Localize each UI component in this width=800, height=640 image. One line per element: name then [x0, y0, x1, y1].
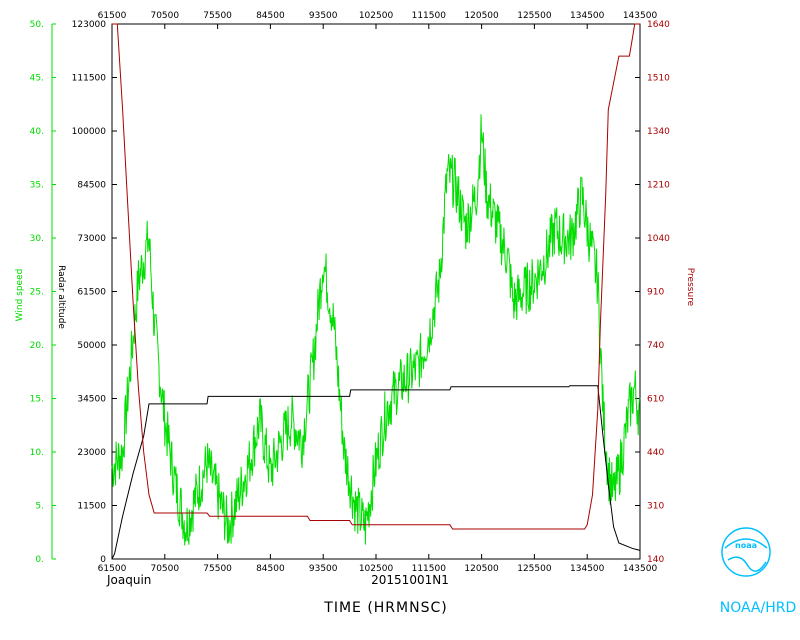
wind-tick-label: 30. [30, 234, 44, 244]
time-tick-label: 93500 [309, 11, 338, 21]
wind-tick-label: 15. [30, 395, 44, 405]
plot-area [111, 23, 641, 560]
time-tick-label: 70500 [150, 11, 179, 21]
pressure-tick-label: 440 [647, 448, 664, 458]
series-line-wind [111, 114, 641, 546]
noaa-logo-text: noaa [735, 541, 757, 550]
altitude-tick-label: 100000 [72, 127, 107, 137]
pressure-axis: 140 310 440 610 740 910 1040 1210 1340 1510 1640 [635, 20, 670, 565]
pressure-tick-label: 740 [647, 341, 664, 351]
pressure-tick-label: 310 [647, 502, 664, 512]
altitude-tick-label: 34500 [77, 395, 106, 405]
time-tick-label: 120500 [464, 564, 499, 574]
wind-tick-label: 10. [30, 448, 44, 458]
pressure-tick-label: 1340 [647, 127, 670, 137]
pressure-tick-label: 910 [647, 288, 664, 298]
wind-tick-label: 25. [30, 288, 44, 298]
altitude-tick-label: 84500 [77, 181, 106, 191]
time-tick-label: 84500 [256, 564, 285, 574]
time-tick-label: 134500 [570, 564, 605, 574]
wind-tick-label: 0. [35, 555, 44, 565]
pressure-tick-label: 1040 [647, 234, 670, 244]
time-tick-label: 143500 [623, 11, 658, 21]
wind-tick-label: 20. [30, 341, 44, 351]
time-tick-label: 125500 [517, 564, 552, 574]
time-axis-top: 61500 70500 75500 84500 93500 102500 111500 120… [98, 11, 658, 29]
time-tick-label: 75500 [203, 564, 232, 574]
altitude-axis: 0 11500 23000 34500 50000 61500 73000 84500 1000… [72, 20, 117, 565]
wind-tick-label: 35. [30, 181, 44, 191]
time-tick-label: 125500 [517, 11, 552, 21]
wind-tick-label: 40. [30, 127, 44, 137]
time-tick-label: 102500 [359, 564, 394, 574]
altitude-tick-label: 61500 [77, 288, 106, 298]
time-tick-label: 120500 [464, 11, 499, 21]
time-tick-label: 93500 [309, 564, 338, 574]
time-tick-label: 61500 [98, 11, 127, 21]
wind-tick-label: 5. [35, 502, 44, 512]
pressure-tick-label: 140 [647, 555, 664, 565]
storm-id: 20151001N1 [371, 573, 449, 587]
wind-speed-axis: 0. 5. 10. 15. 20. 25. 30. 35. 40. 45. 50. [30, 20, 56, 565]
pressure-tick-label: 1640 [647, 20, 670, 30]
time-axis-bottom: 61500 70500 75500 84500 93500 102500 111500 120… [98, 554, 658, 574]
wind-speed-axis-label: Wind speed [15, 269, 25, 322]
plot-frame [111, 23, 641, 560]
time-tick-label: 134500 [570, 11, 605, 21]
series-line-altitude [111, 385, 641, 560]
altitude-tick-label: 23000 [77, 448, 106, 458]
altitude-tick-label: 0 [100, 555, 106, 565]
altitude-tick-label: 50000 [77, 341, 106, 351]
time-tick-label: 75500 [203, 11, 232, 21]
pressure-tick-label: 1210 [647, 181, 670, 191]
time-tick-label: 111500 [412, 564, 447, 574]
altitude-axis-label: Radar altitude [56, 265, 66, 329]
series-line-pressure [112, 23, 640, 530]
x-axis-title: TIME (HRMNSC) [323, 600, 447, 616]
pressure-axis-label: Pressure [685, 268, 695, 307]
storm-name: Joaquin [106, 573, 151, 587]
altitude-tick-label: 123000 [72, 20, 107, 30]
altitude-tick-label: 73000 [77, 234, 106, 244]
time-tick-label: 61500 [98, 564, 127, 574]
noaa-logo: noaa [721, 527, 771, 577]
time-tick-label: 70500 [150, 564, 179, 574]
altitude-tick-label: 111500 [72, 74, 107, 84]
time-tick-label: 102500 [359, 11, 394, 21]
pressure-tick-label: 610 [647, 395, 664, 405]
wind-tick-label: 50. [30, 20, 44, 30]
altitude-tick-label: 11500 [77, 502, 106, 512]
time-tick-label: 111500 [412, 11, 447, 21]
time-tick-label: 84500 [256, 11, 285, 21]
wind-tick-label: 45. [30, 74, 44, 84]
org-label: NOAA/HRD [720, 600, 797, 616]
series-layer [111, 23, 641, 560]
pressure-tick-label: 1510 [647, 74, 670, 84]
time-tick-label: 143500 [623, 564, 658, 574]
